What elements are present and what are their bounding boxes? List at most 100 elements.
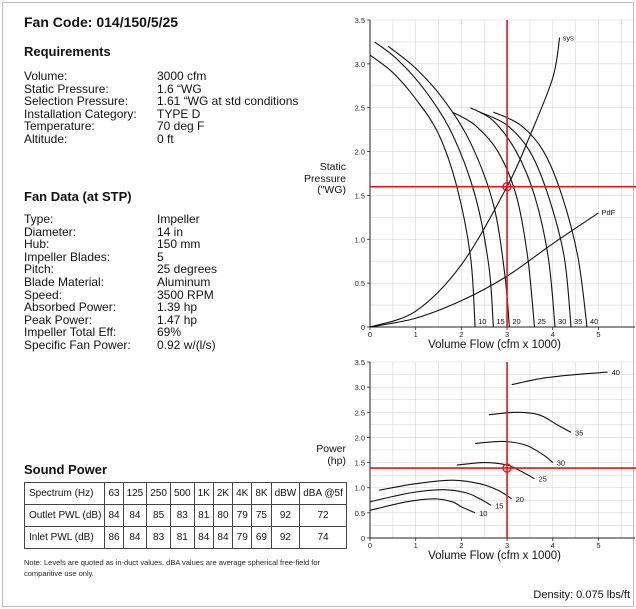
y-tick-label: 0.5 [355, 279, 365, 288]
table-cell: 79 [232, 526, 253, 549]
table-cell: dBA @5f [299, 482, 347, 505]
table-cell: 86 [104, 526, 124, 549]
axis-label-line: (hp) [327, 454, 346, 467]
series-line-PdF [369, 212, 599, 328]
table-cell: 125 [122, 482, 148, 505]
field-row: Installation Category: TYPE D [24, 108, 298, 121]
field-row: Blade Material: Aluminum [24, 276, 217, 289]
table-cell: 84 [212, 526, 234, 549]
field-row: Static Pressure: 1.6 “WG [24, 81, 298, 96]
fan-code-title: Fan Code: 014/150/5/25 [24, 14, 179, 30]
series-label: 35 [574, 317, 582, 326]
field-label: Altitude: [24, 131, 68, 146]
table-row: Spectrum (Hz) 63 125 250 500 1K 2K 4K 8K dBW dBA @… [23, 482, 347, 505]
fan-data-heading: Fan Data (at STP) [24, 189, 132, 204]
field-value: 5 [157, 249, 164, 264]
x-tick-label: 2 [459, 330, 463, 339]
table-cell: 84 [104, 504, 124, 527]
x-tick-label: 1 [414, 541, 418, 550]
field-value: 0 ft [157, 131, 174, 146]
x-axis-label: Volume Flow (cfm x 1000) [428, 550, 561, 562]
series-label: PdF [601, 208, 615, 217]
field-row: Temperature: 70 deg F [24, 120, 298, 133]
requirements-heading: Requirements [24, 44, 111, 59]
series-label: 15 [495, 501, 503, 510]
series-label: 25 [537, 317, 545, 326]
field-row: Type: Impeller [24, 213, 217, 226]
x-tick-label: 4 [551, 541, 555, 550]
field-value: 1.47 hp [157, 312, 198, 327]
sound-power-heading: Sound Power [24, 462, 108, 477]
field-value: 3000 cfm [157, 69, 207, 83]
field-row: Impeller Blades: 5 [24, 251, 217, 264]
table-cell: 81 [193, 504, 214, 527]
field-label: Static Pressure: [24, 81, 109, 96]
table-cell: 92 [270, 526, 301, 549]
field-value: Aluminum [157, 274, 211, 289]
field-row: Pitch: 25 degrees [24, 263, 217, 276]
field-value: 70 deg F [157, 119, 205, 134]
x-tick-label: 4 [551, 330, 555, 339]
table-cell: 500 [169, 482, 195, 505]
axis-label-line: Pressure [303, 172, 346, 185]
table-cell: 81 [169, 526, 195, 549]
table-cell: 4K [232, 482, 253, 505]
field-label: Volume: [24, 69, 68, 83]
y-tick-label: 0 [361, 323, 365, 332]
table-cell: 75 [251, 504, 272, 527]
field-value: 25 degrees [157, 262, 218, 277]
x-tick-label: 2 [459, 541, 463, 550]
field-row: Selection Pressure: 1.61 “WG at std condi… [24, 95, 298, 108]
y-tick-label: 1.0 [355, 484, 365, 493]
field-label: Blade Material: [24, 274, 105, 289]
field-row: Altitude: 0 ft [24, 133, 298, 146]
field-value: TYPE D [157, 106, 201, 121]
x-tick-label: 0 [368, 330, 372, 339]
field-label: Type: [24, 212, 54, 226]
series-line-sys [369, 37, 561, 328]
requirements-list: Volume: 3000 cfm Static Pressure: 1.6 “WG Se… [24, 70, 298, 146]
table-cell: 92 [270, 504, 301, 527]
series-line-20 [379, 479, 512, 500]
table-row: Outlet PWL (dB) 84 84 85 83 81 80 79 75 92 72 [23, 504, 347, 527]
x-tick-label: 5 [596, 541, 600, 550]
table-cell: 83 [169, 504, 195, 527]
y-tick-label: 2.0 [355, 433, 365, 442]
table-cell: Spectrum (Hz) [23, 482, 106, 505]
field-value: 1.6 “WG [157, 81, 202, 96]
series-label: 40 [612, 368, 620, 377]
field-row: Diameter: 14 in [24, 224, 217, 239]
sound-power-note: Note: Levels are quoted as in-duct value… [24, 558, 321, 578]
x-tick-label: 0 [368, 541, 372, 550]
field-label: Selection Pressure: [24, 94, 129, 109]
series-label: 30 [558, 317, 566, 326]
series-label: 30 [557, 459, 565, 468]
field-label: Speed: [24, 287, 63, 302]
field-row: Volume: 3000 cfm [24, 70, 298, 83]
axis-label-line: Static [319, 161, 346, 173]
series-line-10 [369, 498, 476, 514]
field-value: 14 in [157, 224, 184, 239]
series-line-15 [369, 489, 492, 506]
field-value: 1.61 “WG at std conditions [157, 94, 299, 109]
series-line-10 [369, 54, 476, 328]
series-label: sys [563, 34, 575, 43]
table-cell: 83 [146, 526, 171, 549]
x-tick-label: 1 [414, 330, 418, 339]
series-label: 10 [479, 509, 487, 518]
y-tick-label: 3.0 [355, 383, 365, 392]
series-label: 40 [590, 317, 598, 326]
table-cell: 250 [146, 482, 171, 505]
field-row: Specific Fan Power: 0.92 w/(l/s) [24, 339, 217, 352]
field-label: Impeller Total Eff: [24, 325, 117, 340]
series-label: 15 [496, 317, 504, 326]
y-tick-label: 0.5 [355, 509, 365, 518]
field-value: 69% [157, 325, 182, 340]
pressure-chart-ylabel: Static Pressure ("WG) [303, 161, 346, 197]
field-label: Pitch: [24, 262, 55, 277]
power-chart: 0 0.5 1.0 1.5 2.0 2.5 3.0 3.5 0 1 2 3 4 5 Volume Flow … [355, 358, 636, 562]
field-value: Impeller [157, 212, 200, 226]
series-label: 20 [516, 495, 524, 504]
